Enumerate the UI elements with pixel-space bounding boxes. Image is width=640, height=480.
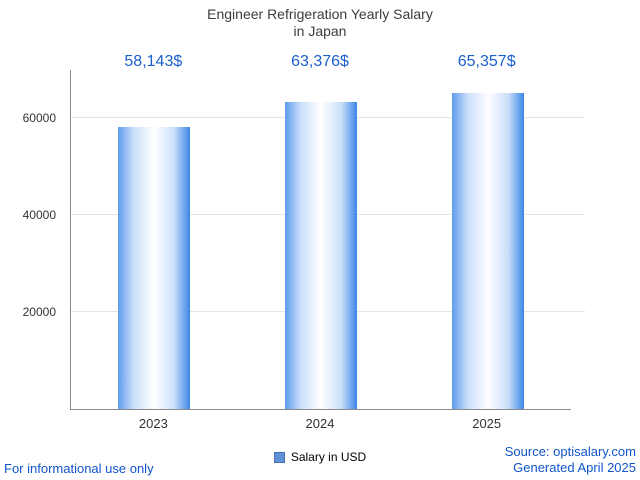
- bar-2023: [118, 127, 191, 409]
- disclaimer-text: For informational use only: [4, 461, 154, 476]
- y-tick-40000: 40000: [22, 208, 56, 223]
- bar-value-2024: 63,376$: [291, 53, 349, 70]
- chart-legend: Salary in USD: [0, 450, 640, 464]
- source-link[interactable]: Source: optisalary.com: [504, 444, 636, 459]
- bar-2025: [451, 92, 524, 409]
- legend-swatch-icon: [273, 451, 285, 463]
- bar-value-labels: 58,143$ 63,376$ 65,357$: [70, 53, 570, 71]
- generated-date: Generated April 2025: [513, 460, 636, 475]
- bar-value-2025: 65,357$: [457, 53, 516, 70]
- bars-container: [71, 70, 571, 409]
- y-axis-tick-labels: 20000 40000 60000: [0, 70, 63, 409]
- plot-area: [70, 70, 585, 410]
- bar-slot-2025: [404, 70, 571, 409]
- chart-title: Engineer Refrigeration Yearly Salary in …: [0, 6, 640, 40]
- bar-slot-2024: [238, 70, 405, 409]
- x-axis-labels: 2023 2024 2025: [70, 416, 570, 431]
- y-tick-20000: 20000: [22, 305, 56, 320]
- x-label-2024: 2024: [305, 416, 335, 431]
- legend-label: Salary in USD: [290, 450, 367, 464]
- y-tick-60000: 60000: [22, 111, 56, 126]
- chart-title-line1: Engineer Refrigeration Yearly Salary: [207, 6, 433, 22]
- bar-2024: [285, 102, 357, 409]
- bar-slot-2023: [71, 70, 238, 409]
- x-label-2025: 2025: [472, 416, 502, 431]
- chart-title-line2: in Japan: [293, 23, 347, 39]
- bar-value-2023: 58,143$: [124, 53, 183, 70]
- footer-source-block: Source: optisalary.com Generated April 2…: [505, 444, 636, 476]
- x-label-2023: 2023: [138, 416, 168, 431]
